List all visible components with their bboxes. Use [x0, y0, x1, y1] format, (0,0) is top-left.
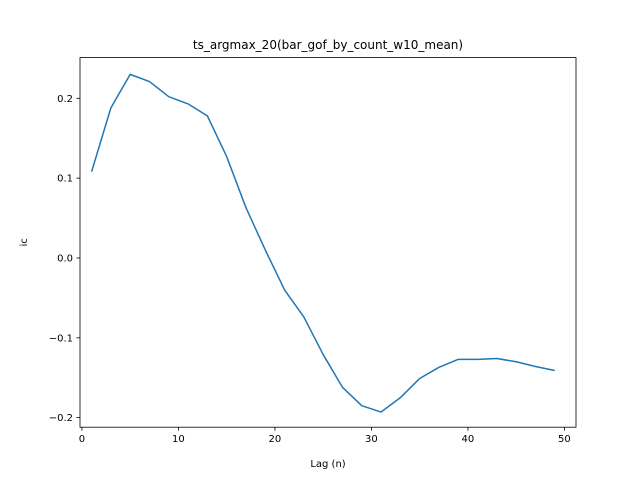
x-tick-label: 50: [558, 434, 571, 445]
y-tick-label: 0.0: [57, 253, 73, 264]
x-axis-label: Lag (n): [310, 459, 345, 470]
x-axis: 0 10 20 30 40 50: [79, 427, 571, 445]
axes-frame: [79, 57, 577, 428]
y-axis: −0.2 −0.1 0.0 0.1 0.2: [49, 94, 80, 424]
x-tick-label: 20: [269, 434, 282, 445]
y-tick-label: −0.1: [49, 333, 73, 344]
y-tick-label: 0.1: [57, 174, 73, 185]
x-tick-label: 0: [79, 434, 85, 445]
y-tick-label: 0.2: [57, 94, 73, 105]
y-axis-label: ic: [19, 238, 30, 246]
y-tick-label: −0.2: [49, 413, 73, 424]
series-line: [90, 73, 555, 413]
x-tick-label: 30: [365, 434, 378, 445]
chart-title: ts_argmax_20(bar_gof_by_count_w10_mean): [193, 38, 463, 52]
x-tick-label: 40: [462, 434, 475, 445]
x-tick-label: 10: [172, 434, 185, 445]
